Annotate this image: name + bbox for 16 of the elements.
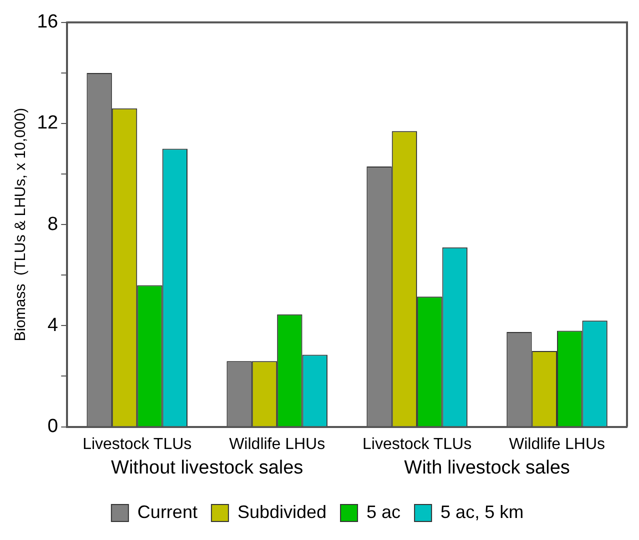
- x-tick-label: Wildlife LHUs: [509, 436, 606, 453]
- x-tick-label: Wildlife LHUs: [229, 436, 326, 453]
- y-tick-label: 16: [36, 12, 58, 33]
- text: With livestock sales: [404, 458, 570, 479]
- legend-label: Subdivided: [237, 502, 327, 522]
- y-tick-label: 0: [48, 416, 58, 438]
- legend-label: 5 ac: [366, 502, 401, 522]
- x-tick-label: Livestock TLUs: [82, 436, 192, 453]
- legend-label: Current: [137, 502, 198, 522]
- y-tick-label: 8: [48, 214, 58, 235]
- y-axis-title: Biomass (TLUs & LHUs, x 10,000): [12, 108, 30, 342]
- x-tick-label: Livestock TLUs: [362, 436, 472, 453]
- legend-label: 5 ac, 5 km: [440, 502, 524, 522]
- y-tick-label: 4: [48, 314, 59, 336]
- text: Without livestock sales: [111, 458, 304, 479]
- y-tick-label: 12: [36, 112, 58, 134]
